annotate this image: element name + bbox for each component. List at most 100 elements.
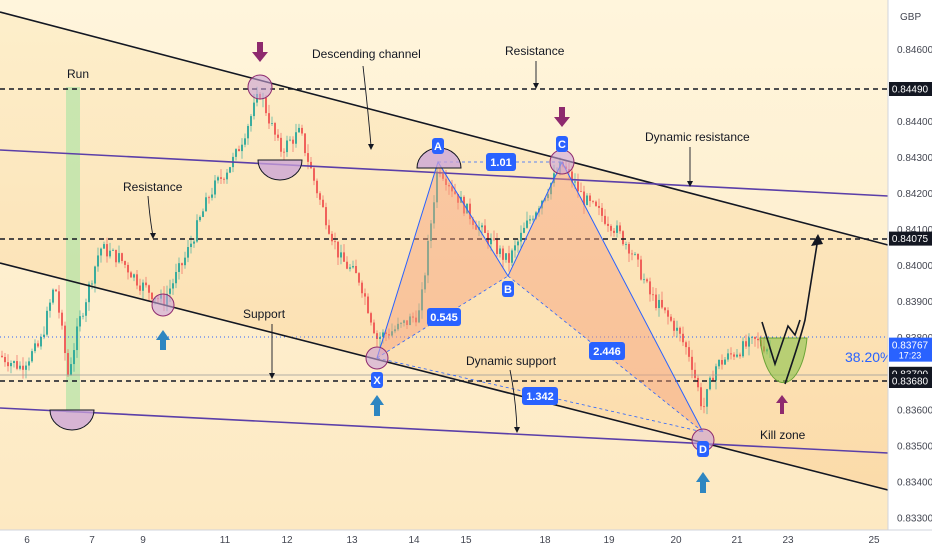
candle	[13, 360, 15, 368]
candle	[136, 269, 138, 290]
candle	[694, 362, 696, 382]
candle	[109, 242, 111, 259]
candle	[40, 333, 42, 350]
candle	[28, 357, 30, 371]
candle	[64, 321, 66, 361]
candle	[667, 307, 669, 325]
candle	[676, 320, 678, 338]
candle	[97, 247, 99, 272]
candle	[331, 231, 333, 246]
candle	[244, 133, 246, 148]
candle	[307, 144, 309, 170]
candle	[295, 123, 297, 148]
candle	[616, 220, 618, 238]
dynamic-support-line	[0, 407, 889, 454]
ratio-2446: 2.446	[593, 346, 621, 358]
candle	[721, 354, 723, 370]
y-tick-label: 0.83300	[897, 513, 932, 524]
candle	[661, 291, 663, 310]
candle	[634, 251, 636, 256]
x-tick-label: 21	[731, 535, 743, 546]
candle	[496, 232, 498, 257]
annotation-pointers	[147, 61, 693, 433]
candle	[61, 309, 63, 330]
candle	[205, 192, 207, 212]
candle	[223, 177, 225, 184]
ratio-0545: 0.545	[430, 312, 458, 324]
candle	[364, 288, 366, 306]
annotation-resistance-left: Resistance	[123, 180, 183, 194]
candle	[280, 132, 282, 157]
arrows	[156, 42, 788, 493]
ratio-labels: 0.545 1.01 2.446 1.342	[427, 153, 625, 405]
candle	[727, 348, 729, 362]
ratio-101-box	[486, 153, 516, 171]
candle	[535, 210, 537, 221]
candle	[637, 253, 639, 267]
candle	[409, 313, 411, 326]
candle	[514, 240, 516, 258]
candle	[139, 278, 141, 295]
x-tick-label: 25	[868, 535, 880, 546]
candle	[673, 318, 675, 337]
candle	[145, 276, 147, 288]
candle	[532, 215, 534, 222]
y-tick-label: 0.84100	[897, 225, 932, 236]
candle	[82, 312, 84, 320]
up-arrow-support	[156, 330, 170, 350]
x-tick-label: 11	[220, 535, 231, 546]
candle	[181, 262, 183, 274]
pattern-bcd-fill	[508, 162, 703, 432]
candle	[643, 273, 645, 284]
candle	[124, 260, 126, 269]
down-arrow-c	[554, 107, 570, 127]
candle	[757, 332, 759, 349]
pattern-xab-fill	[377, 162, 508, 358]
candle	[688, 340, 690, 362]
candle	[622, 230, 624, 246]
point-c: C	[558, 139, 566, 151]
candle	[337, 241, 339, 266]
price-badge: 0.84075	[892, 234, 929, 245]
candle	[358, 272, 360, 286]
candle	[118, 245, 120, 264]
candle	[736, 349, 738, 358]
candle	[187, 239, 189, 263]
candle	[700, 382, 702, 410]
candle	[589, 192, 591, 207]
candle	[724, 357, 726, 365]
candle	[343, 244, 345, 262]
candle	[361, 280, 363, 298]
candle	[67, 349, 69, 377]
candle	[355, 259, 357, 274]
annotation-support: Support	[243, 307, 286, 321]
candle	[7, 354, 9, 372]
candle	[619, 222, 621, 234]
fib-level-label: 38.20%	[845, 349, 892, 365]
candle	[598, 198, 600, 216]
candle	[325, 202, 327, 230]
candle	[754, 336, 756, 347]
up-arrow-kill-zone	[776, 395, 788, 414]
candle	[373, 319, 375, 335]
price-badge-time: 17:23	[899, 351, 922, 361]
point-d-box	[697, 441, 709, 457]
y-tick-label: 0.84400	[897, 117, 932, 128]
y-tick-label: 0.84200	[897, 189, 932, 200]
point-x-box	[371, 372, 383, 388]
x-tick-label: 19	[603, 535, 615, 546]
candle	[508, 245, 510, 272]
candle	[112, 248, 114, 252]
candle	[31, 348, 33, 363]
annotation-dynamic-support: Dynamic support	[466, 354, 557, 368]
candle	[520, 225, 522, 249]
candle	[628, 241, 630, 263]
horizontal-levels	[0, 88, 888, 382]
candle	[658, 294, 660, 317]
candle	[493, 230, 495, 242]
candle	[523, 222, 525, 234]
annotation-run: Run	[67, 67, 89, 81]
candle	[475, 220, 477, 230]
point-c-box	[556, 136, 568, 152]
